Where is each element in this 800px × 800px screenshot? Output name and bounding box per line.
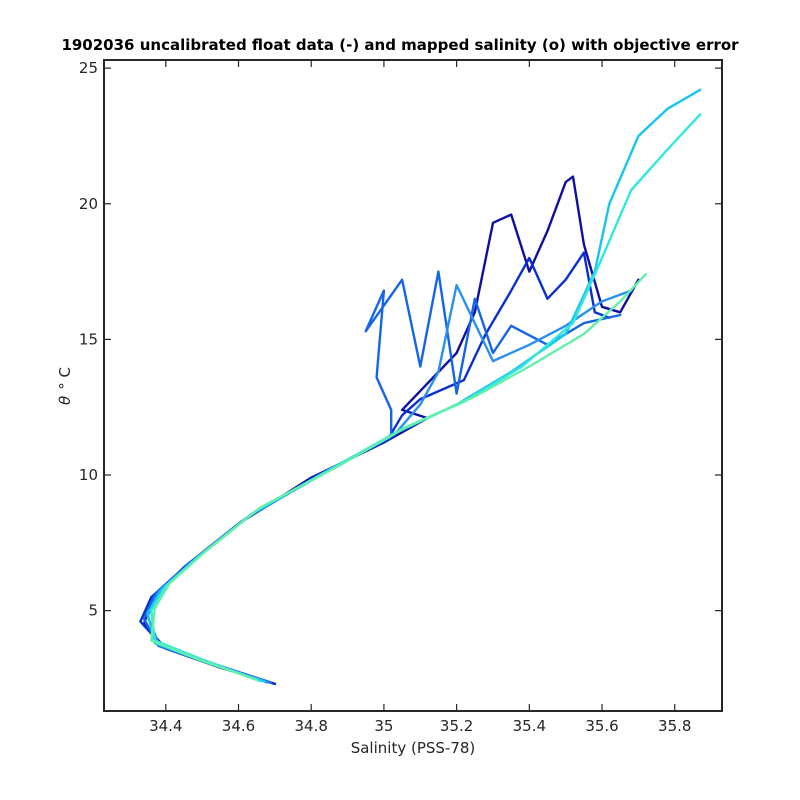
- y-tick-label: 20: [79, 195, 98, 213]
- y-tick-label: 5: [88, 602, 98, 620]
- y-axis-label-theta: θ: [56, 396, 74, 405]
- axes-frame: [103, 59, 723, 712]
- x-tick-label: 34.4: [149, 717, 182, 735]
- series-line-7: [150, 273, 647, 681]
- series-line-3: [142, 270, 622, 684]
- x-tick-label: 34.6: [222, 717, 255, 735]
- svg-text:θ° C: θ ° C: [56, 367, 74, 405]
- y-axis-label: θ ° C: [56, 367, 74, 405]
- x-tick-label: 34.8: [295, 717, 328, 735]
- x-tick-label: 35.2: [440, 717, 473, 735]
- chart-title: 1902036 uncalibrated float data (-) and …: [61, 36, 739, 54]
- x-tick-label: 35.4: [513, 717, 546, 735]
- y-axis-label-unit: ° C: [56, 367, 74, 390]
- x-tick-label: 35: [374, 717, 393, 735]
- series-line-2: [139, 251, 611, 686]
- x-tick-label: 35.8: [658, 717, 691, 735]
- plot-area: [139, 88, 702, 686]
- y-tick-label: 10: [79, 466, 98, 484]
- x-axis: 34.4 34.6 34.8 35 35.2 35.4 35.6 35.8: [149, 60, 691, 735]
- x-tick-label: 35.6: [585, 717, 618, 735]
- series-line-4: [146, 283, 633, 684]
- y-tick-label: 15: [79, 330, 98, 348]
- x-axis-label: Salinity (PSS-78): [351, 739, 476, 757]
- y-axis: 5 10 15 20 25: [79, 59, 722, 620]
- y-tick-label: 25: [79, 59, 98, 77]
